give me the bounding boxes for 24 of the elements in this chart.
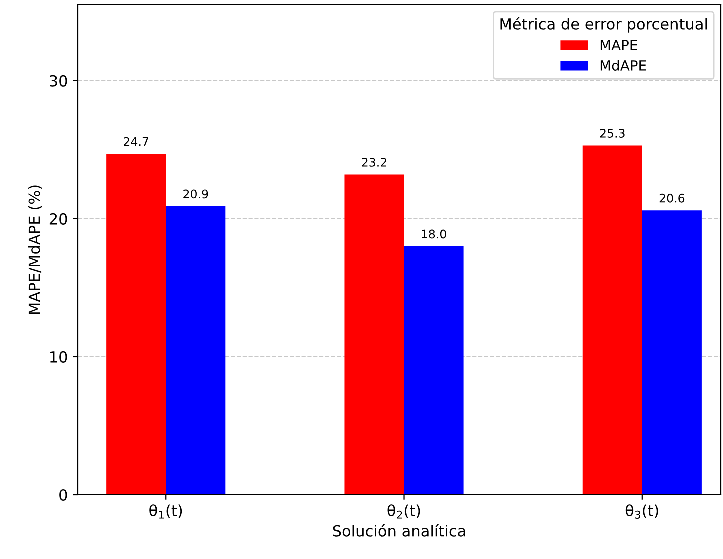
x-tick-label: θ$_{3}$(t) xyxy=(626,504,658,519)
legend-label: MdAPE xyxy=(600,60,646,71)
bar xyxy=(106,154,166,495)
legend-label: MAPE xyxy=(600,40,638,50)
legend-title: Métrica de error porcentual xyxy=(500,18,708,33)
data-label: 20.9 xyxy=(184,190,208,199)
data-label: 25.3 xyxy=(600,129,625,138)
data-label: 20.6 xyxy=(660,194,685,203)
y-tick-label: 0 xyxy=(60,489,68,502)
y-axis-title: MAPE/MdAPE (%) xyxy=(28,186,42,314)
data-label: 24.7 xyxy=(124,137,148,146)
x-tick-label: θ$_{2}$(t) xyxy=(388,504,420,519)
bar xyxy=(404,246,464,495)
y-tick-label: 20 xyxy=(50,213,68,225)
bar xyxy=(344,174,404,495)
bar xyxy=(642,210,702,495)
bar xyxy=(582,146,642,495)
y-tick-label: 30 xyxy=(50,75,68,87)
y-tick-label: 10 xyxy=(50,351,68,363)
bar xyxy=(166,206,226,495)
x-axis-title: Solución analítica xyxy=(333,524,466,537)
data-label: 23.2 xyxy=(362,158,386,167)
data-label: 18.0 xyxy=(422,230,446,239)
x-tick-label: θ$_{1}$(t) xyxy=(150,504,182,519)
